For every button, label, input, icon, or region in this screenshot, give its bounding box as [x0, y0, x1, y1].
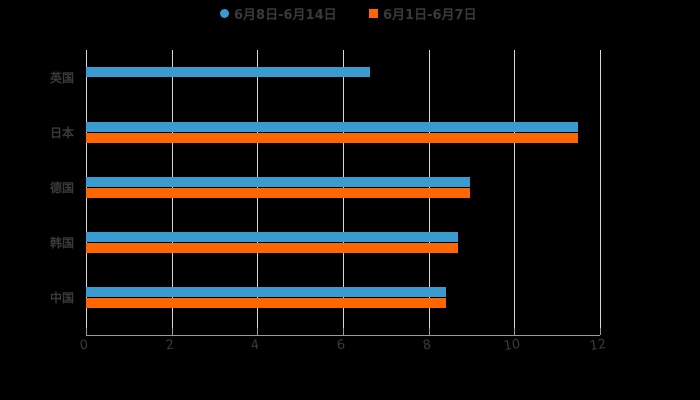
y-category-label: 英国: [50, 71, 75, 85]
bar-series-1[interactable]: [86, 177, 471, 187]
x-tick-label: 12: [588, 336, 608, 355]
x-tick-label: 8: [421, 337, 433, 354]
y-category-label: 日本: [50, 126, 75, 140]
legend-label: 6月8日-6月14日: [234, 7, 337, 23]
y-category-label: 中国: [50, 291, 75, 305]
x-tick-label: 10: [502, 336, 522, 355]
bar-series-2[interactable]: [86, 298, 447, 308]
axis-tick: [600, 328, 601, 335]
square-marker-icon: [369, 8, 378, 18]
gridline: [514, 50, 515, 328]
bar-series-2[interactable]: [86, 133, 579, 143]
y-category-label: 韩国: [50, 236, 75, 250]
x-axis-line: [86, 335, 600, 336]
bar-series-2[interactable]: [86, 188, 471, 198]
gridline: [600, 50, 601, 328]
chart-legend: 6月8日-6月14日 6月1日-6月7日: [0, 4, 700, 23]
bar-series-2[interactable]: [86, 243, 459, 253]
x-tick-label: 6: [335, 337, 347, 354]
bar-series-1[interactable]: [86, 67, 370, 77]
axis-tick: [514, 328, 515, 335]
x-tick-label: 0: [78, 337, 90, 354]
axis-tick: [343, 328, 344, 335]
x-tick-label: 2: [164, 337, 176, 354]
bar-series-1[interactable]: [86, 287, 447, 297]
legend-item-series-2[interactable]: 6月1日-6月7日: [369, 4, 477, 23]
legend-item-series-1[interactable]: 6月8日-6月14日: [220, 4, 337, 23]
circle-marker-icon: [220, 8, 229, 18]
x-tick-label: 4: [249, 337, 261, 354]
axis-tick: [86, 328, 87, 335]
bar-series-1[interactable]: [86, 122, 579, 132]
y-category-label: 德国: [50, 181, 75, 195]
axis-tick: [257, 328, 258, 335]
legend-label: 6月1日-6月7日: [383, 7, 477, 23]
axis-tick: [172, 328, 173, 335]
bar-series-1[interactable]: [86, 232, 459, 242]
axis-tick: [429, 328, 430, 335]
